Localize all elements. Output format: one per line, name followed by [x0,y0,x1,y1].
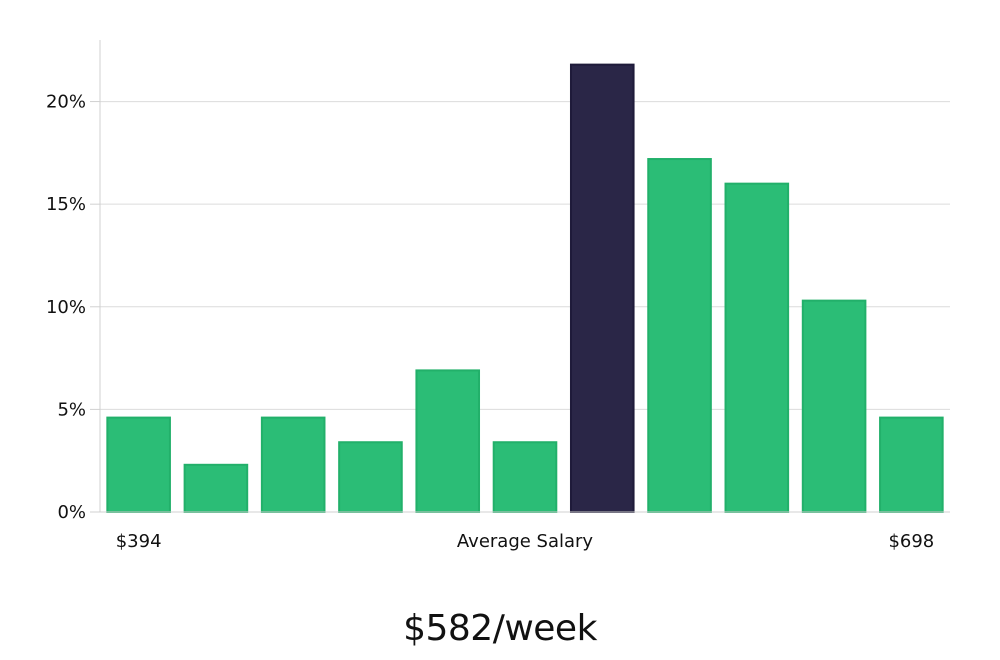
x-min-label: $394 [116,531,162,552]
bar [415,369,481,513]
y-tick-label: 5% [57,399,86,420]
bar [338,441,403,513]
salary-histogram: 0% 5% 10% 15% 20% $394 Average Salary $698 [46,40,950,552]
bar [724,182,790,514]
bar [801,299,867,514]
bar-highlighted [569,63,635,513]
y-tick-label: 15% [46,194,86,215]
y-axis-ticks: 0% 5% 10% 15% 20% [46,92,100,523]
bar [647,158,712,513]
bar [492,441,558,513]
y-tick-label: 20% [46,92,86,113]
x-max-label: $698 [888,531,934,552]
bar [260,416,326,514]
bar [106,416,171,514]
x-axis-title: Average Salary [457,531,594,552]
bar [183,463,249,513]
bar [879,416,944,514]
average-salary-summary: $582/week [403,608,597,649]
y-tick-label: 10% [46,297,86,318]
bars [106,63,944,514]
y-tick-label: 0% [57,502,86,523]
